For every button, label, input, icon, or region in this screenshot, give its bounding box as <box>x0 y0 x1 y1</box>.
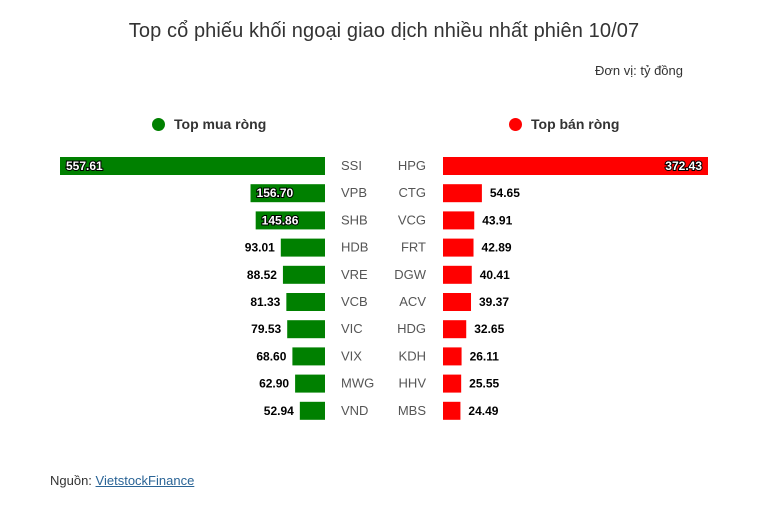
source-note: Nguồn: VietstockFinance <box>50 473 194 488</box>
unit-label: Đơn vị: tỷ đồng <box>594 63 683 78</box>
buy-bar-ssi[interactable] <box>60 157 325 175</box>
sell-category-label: HPG <box>398 158 426 173</box>
buy-bar-mwg[interactable] <box>295 374 325 393</box>
legend-buy[interactable]: Top mua ròng <box>152 116 266 132</box>
buy-bars-group: 557.61 SSI 156.70 VPB 145.86 SHB 93.01 HDB 88.52… <box>60 157 374 420</box>
buy-category-label: MWG <box>341 376 374 391</box>
buy-value-label: 93.01 <box>245 241 275 255</box>
sell-category-label: ACV <box>399 294 426 309</box>
source-link[interactable]: VietstockFinance <box>95 473 195 488</box>
sell-bar-acv[interactable] <box>443 293 472 311</box>
buy-value-label: 81.33 <box>250 295 280 309</box>
sell-category-label: HHV <box>399 376 427 391</box>
sell-bar-vcg[interactable] <box>443 211 475 230</box>
sell-value-label: 43.91 <box>482 213 512 227</box>
legend-sell-label: Top bán ròng <box>531 116 620 132</box>
buy-category-label: VRE <box>341 267 368 282</box>
sell-category-label: KDH <box>399 348 426 363</box>
sell-bar-ctg[interactable] <box>443 184 482 203</box>
sell-category-label: MBS <box>398 403 427 418</box>
sell-category-label: CTG <box>399 185 426 200</box>
legend-buy-label: Top mua ròng <box>174 116 267 132</box>
sell-value-label: 40.41 <box>480 268 510 282</box>
buy-bar-vre[interactable] <box>282 265 325 284</box>
buy-value-label: 156.70 <box>257 186 294 200</box>
buy-value-label: 88.52 <box>247 268 277 282</box>
buy-bar-shb[interactable] <box>255 211 325 230</box>
buy-value-label: 52.94 <box>264 404 294 418</box>
buy-value-label: 79.53 <box>251 322 281 336</box>
buy-value-label: 62.90 <box>259 377 289 391</box>
sell-bar-hpg[interactable] <box>443 157 708 175</box>
sell-bar-hhv[interactable] <box>443 374 462 393</box>
buy-category-label: SSI <box>341 158 362 173</box>
buy-category-label: HDB <box>341 240 368 255</box>
buy-value-label: 557.61 <box>66 159 103 173</box>
sell-bar-kdh[interactable] <box>443 347 462 366</box>
buy-category-label: SHB <box>341 212 368 227</box>
sell-category-label: DGW <box>394 267 427 282</box>
sell-value-label: 42.89 <box>482 241 512 255</box>
buy-bar-vcb[interactable] <box>286 293 325 311</box>
sell-bar-frt[interactable] <box>443 238 474 257</box>
legend-sell-dot-icon <box>509 117 522 131</box>
buy-category-label: VND <box>341 403 368 418</box>
buy-bar-vic[interactable] <box>287 320 325 339</box>
source-prefix: Nguồn: <box>50 473 96 488</box>
buy-category-label: VCB <box>341 294 368 309</box>
legend-sell[interactable]: Top bán ròng <box>509 116 619 132</box>
sell-value-label: 372.43 <box>665 159 702 173</box>
buy-bar-vix[interactable] <box>292 347 325 366</box>
chart-title: Top cổ phiếu khối ngoại giao dịch nhiều … <box>128 20 640 42</box>
sell-value-label: 24.49 <box>468 404 498 418</box>
buy-bar-hdb[interactable] <box>280 238 325 257</box>
sell-value-label: 32.65 <box>474 322 504 336</box>
legend-buy-dot-icon <box>152 117 165 131</box>
sell-bar-hdg[interactable] <box>443 320 467 339</box>
buy-value-label: 68.60 <box>256 349 286 363</box>
buy-category-label: VIC <box>341 321 363 336</box>
sell-value-label: 54.65 <box>490 186 520 200</box>
sell-bars-group: 372.43 HPG 54.65 CTG 43.91 VCG 42.89 FRT 40.41 DG… <box>394 157 708 420</box>
sell-value-label: 26.11 <box>470 349 500 363</box>
buy-category-label: VIX <box>341 348 362 363</box>
sell-category-label: FRT <box>401 240 426 255</box>
buy-category-label: VPB <box>341 185 367 200</box>
buy-bar-vpb[interactable] <box>250 184 325 203</box>
buy-bar-vnd[interactable] <box>299 401 325 420</box>
sell-category-label: HDG <box>397 321 426 336</box>
sell-value-label: 25.55 <box>469 377 499 391</box>
sell-value-label: 39.37 <box>479 295 509 309</box>
sell-category-label: VCG <box>398 212 426 227</box>
buy-value-label: 145.86 <box>262 213 299 227</box>
sell-bar-dgw[interactable] <box>443 265 472 284</box>
sell-bar-mbs[interactable] <box>443 401 461 420</box>
